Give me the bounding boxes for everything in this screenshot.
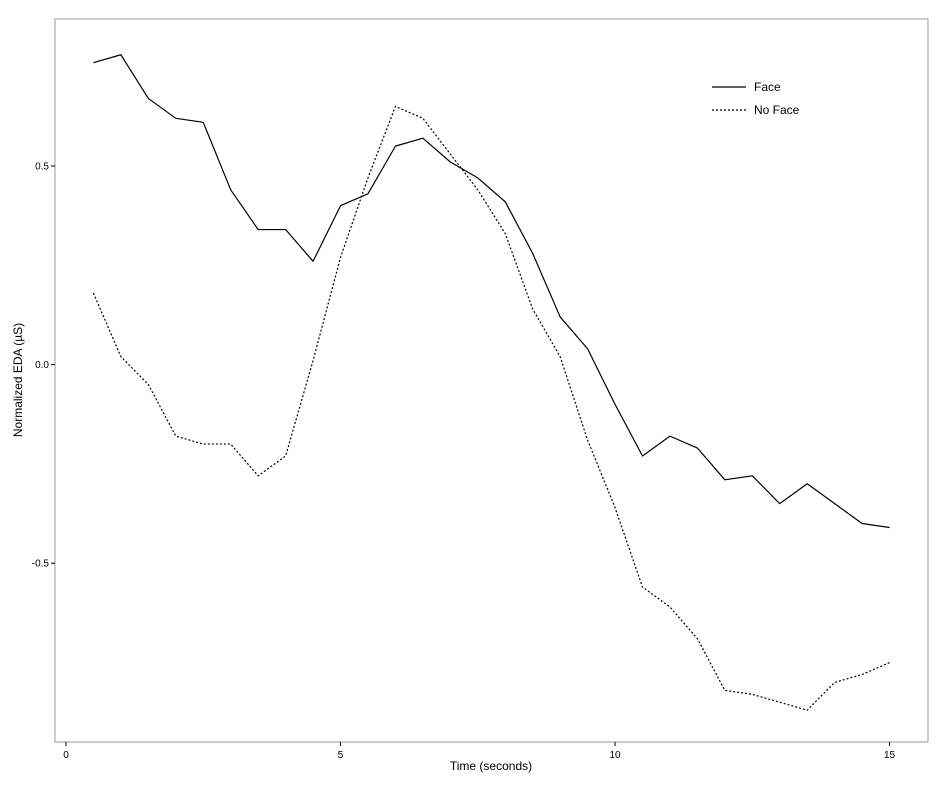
series-layer <box>92 54 890 711</box>
x-tick-label: 15 <box>884 750 896 761</box>
legend: Face No Face <box>712 80 800 117</box>
series-line-face <box>93 54 890 529</box>
legend-label-no-face: No Face <box>754 103 800 117</box>
plot-panel-border <box>54 18 929 743</box>
x-tick-label: 10 <box>609 750 621 761</box>
y-axis-ticks: -0.5 0.0 0.5 <box>32 161 55 570</box>
y-tick-label: -0.5 <box>32 559 50 570</box>
y-axis-label: Normalized EDA (µS) <box>11 323 25 437</box>
y-tick-label: 0.0 <box>35 360 49 371</box>
x-tick-label: 0 <box>63 750 69 761</box>
x-axis-ticks: 0 5 10 15 <box>63 742 896 761</box>
x-axis-label: Time (seconds) <box>450 759 532 773</box>
y-tick-label: 0.5 <box>35 161 49 172</box>
legend-label-face: Face <box>754 80 781 94</box>
series-line-no-face <box>92 105 890 711</box>
x-tick-label: 5 <box>338 750 344 761</box>
